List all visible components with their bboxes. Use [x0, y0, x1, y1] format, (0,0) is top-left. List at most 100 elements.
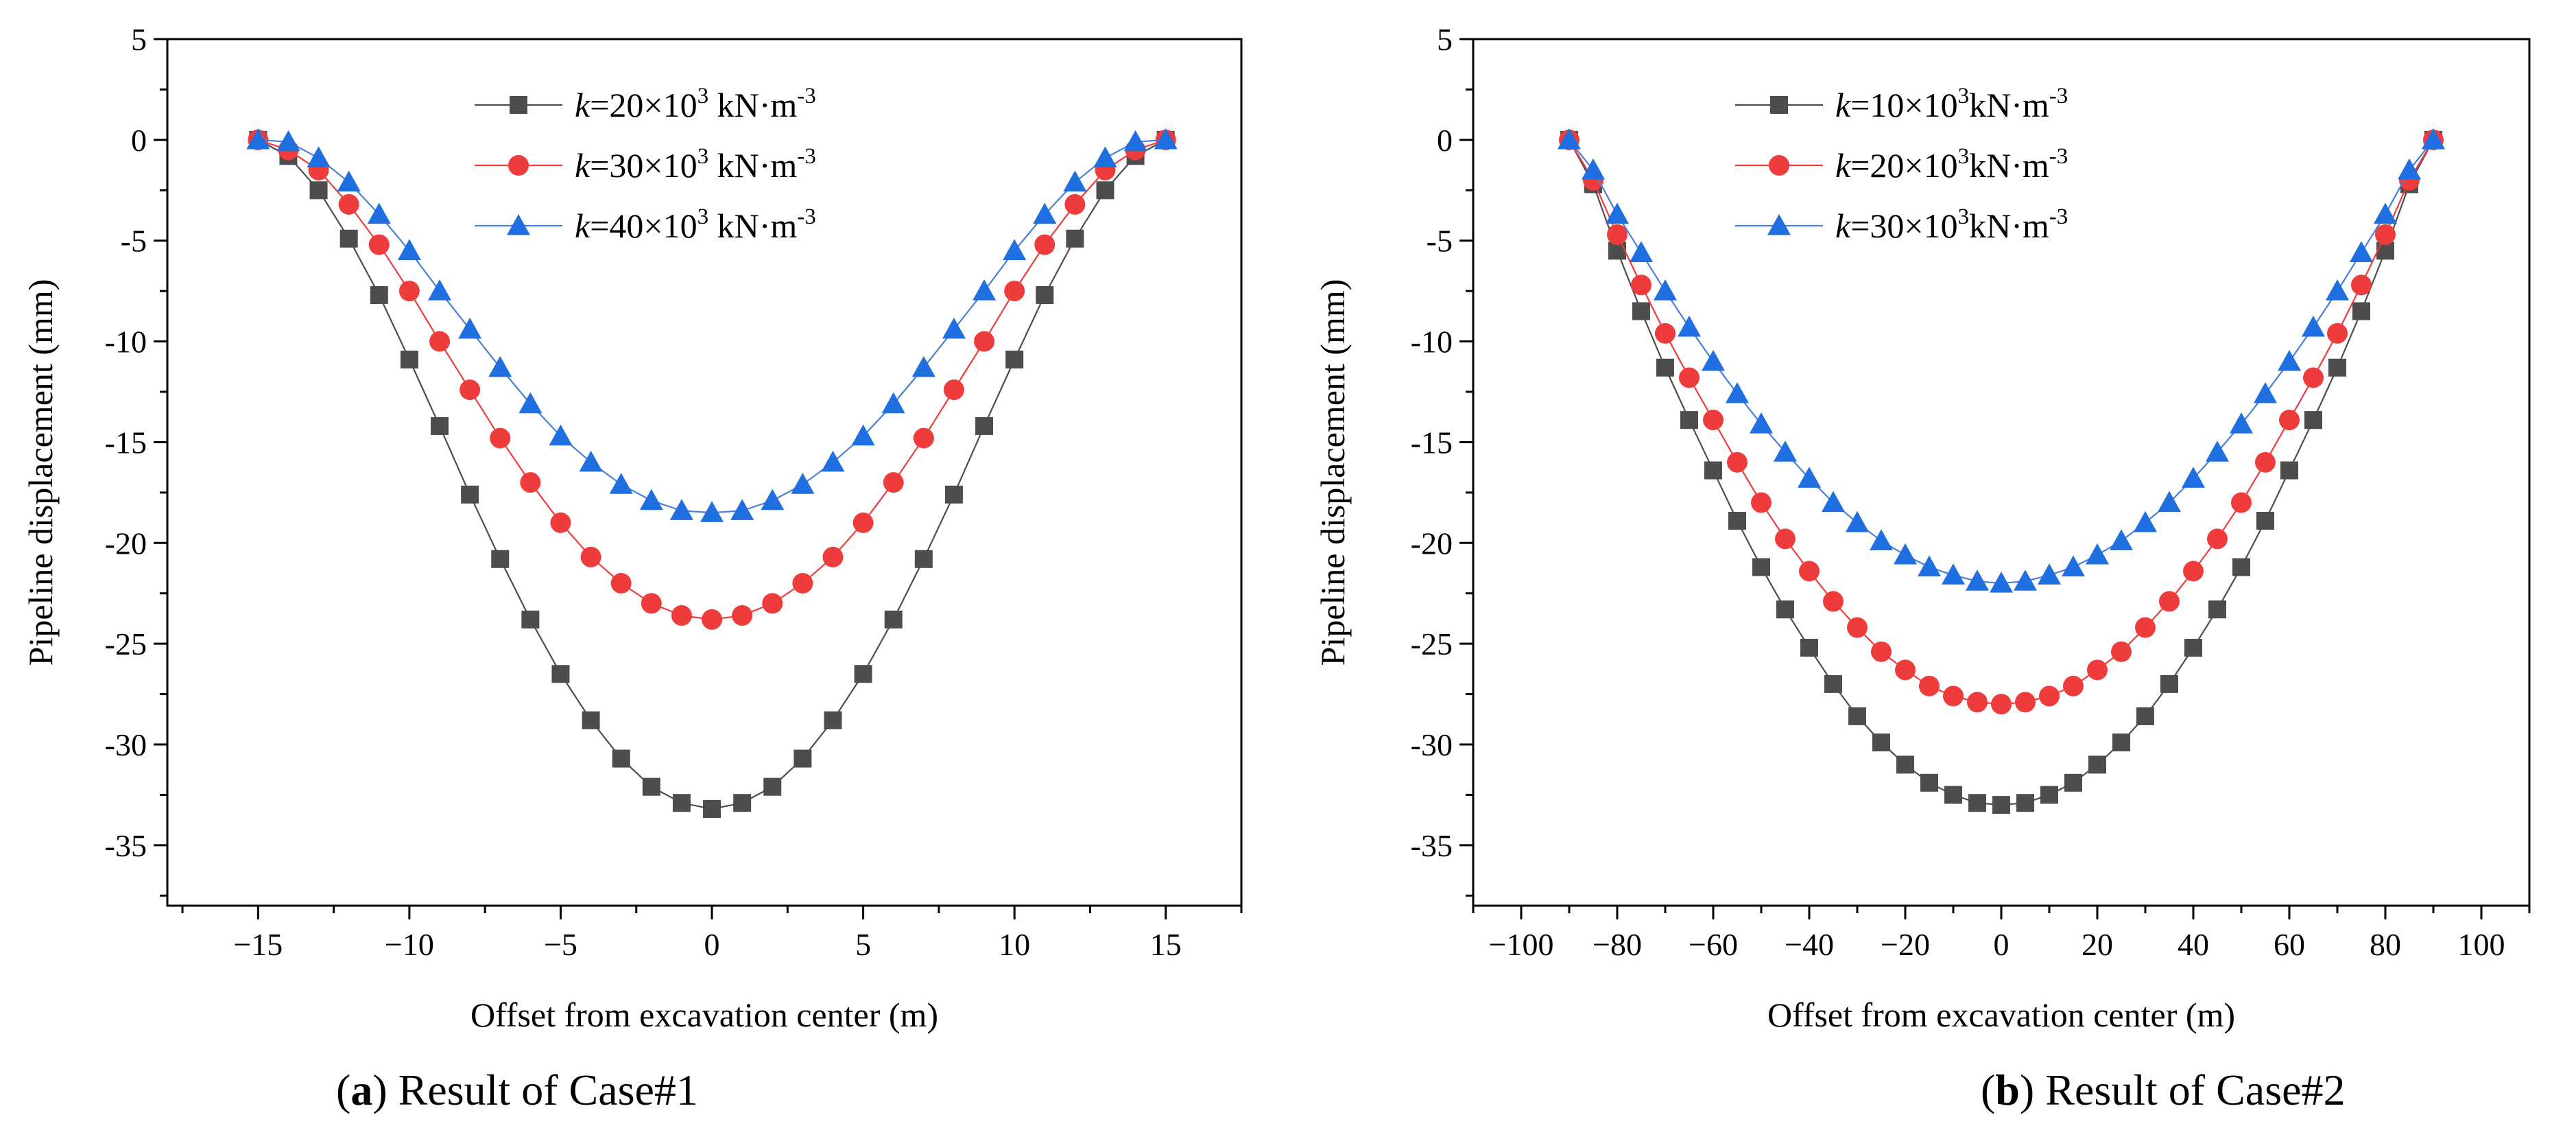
data-point — [2134, 510, 2157, 532]
data-point — [1096, 181, 1114, 200]
data-point — [639, 489, 663, 510]
figure-caption: (b) Result of Case#2 — [1981, 1066, 2346, 1114]
data-point — [2280, 461, 2298, 480]
data-point — [2398, 158, 2421, 180]
data-point — [428, 279, 452, 301]
y-tick-label: -25 — [1411, 626, 1453, 661]
x-tick-label: −100 — [1489, 927, 1554, 962]
data-point — [1750, 412, 1773, 434]
data-point — [2110, 529, 2133, 550]
data-point — [2088, 755, 2106, 774]
caption-paren: ) — [372, 1066, 387, 1114]
series-circle — [1559, 129, 2444, 715]
legend-text-part: 3 — [697, 144, 709, 169]
data-point — [309, 181, 328, 200]
x-tick-label: −60 — [1689, 927, 1738, 962]
data-point — [2230, 412, 2253, 434]
legend-label: k=30×103 kN·m-3 — [575, 144, 816, 185]
data-point — [307, 146, 331, 167]
data-point — [460, 379, 481, 401]
legend-text-part: -3 — [2049, 84, 2068, 108]
y-axis-label: Pipeline displacement (mm) — [21, 279, 60, 666]
data-point — [1093, 146, 1117, 167]
data-point — [2062, 555, 2085, 577]
data-point — [2016, 794, 2034, 812]
legend-marker — [1767, 214, 1791, 235]
data-point — [792, 573, 813, 594]
data-point — [641, 593, 662, 614]
x-tick-label: 80 — [2370, 927, 2401, 962]
data-point — [761, 489, 785, 510]
y-tick-label: 5 — [131, 22, 147, 57]
series-triangle — [1558, 128, 2445, 593]
data-point — [2326, 279, 2349, 301]
data-point — [339, 229, 358, 248]
caption-paren: ( — [1981, 1066, 1995, 1114]
legend-text-part: =20×10 — [590, 86, 697, 124]
data-point — [1630, 241, 1653, 262]
legend-entry: k=30×103 kN·m-3 — [475, 144, 816, 185]
legend-text-part: =30×10 — [1850, 207, 1957, 245]
data-point — [2158, 491, 2181, 513]
data-point — [1990, 572, 2013, 593]
data-point — [733, 794, 752, 812]
data-point — [944, 485, 963, 504]
data-point — [367, 202, 391, 224]
data-point — [1702, 349, 1725, 371]
legend-marker — [1769, 155, 1789, 176]
y-tick-label: -5 — [1427, 224, 1453, 259]
x-tick-label: 0 — [704, 927, 720, 962]
legend-text-part: 3 — [1958, 84, 1970, 108]
data-point — [2160, 674, 2178, 693]
data-point — [458, 317, 482, 339]
data-point — [2302, 316, 2325, 337]
data-point — [975, 416, 994, 435]
y-tick-label: -5 — [121, 224, 147, 259]
data-point — [1678, 316, 1701, 337]
legend-marker — [507, 214, 530, 235]
caption-letter: b — [1995, 1066, 2020, 1114]
x-axis-label: Offset from excavation center (m) — [470, 996, 938, 1034]
y-tick-label: 0 — [1437, 123, 1453, 158]
data-point — [1776, 600, 1794, 619]
data-point — [1654, 279, 1677, 301]
data-point — [672, 794, 691, 812]
data-point — [431, 416, 449, 435]
data-point — [1968, 794, 1986, 812]
legend-text-part: -3 — [2049, 204, 2068, 229]
data-point — [488, 355, 512, 377]
caption-letter: a — [350, 1066, 372, 1114]
data-point — [791, 473, 815, 494]
figure-caption: (a) Result of Case#1 — [336, 1066, 698, 1114]
data-point — [1752, 558, 1770, 576]
y-tick-label: -15 — [105, 425, 147, 460]
data-point — [1655, 322, 1675, 344]
legend-text-part: k — [1835, 146, 1851, 185]
data-point — [1632, 302, 1650, 320]
data-point — [1871, 641, 1892, 662]
data-point — [1728, 511, 1746, 530]
data-point — [1848, 707, 1866, 725]
data-point — [2136, 707, 2154, 725]
data-point — [2183, 561, 2204, 582]
x-tick-label: −10 — [385, 927, 434, 962]
data-point — [974, 331, 995, 352]
y-tick-label: -10 — [1411, 325, 1453, 360]
x-tick-label: 40 — [2178, 927, 2209, 962]
data-point — [1727, 451, 1748, 473]
data-point — [1919, 675, 1940, 696]
data-point — [491, 550, 510, 568]
data-point — [822, 546, 844, 567]
data-point — [730, 499, 754, 520]
data-point — [854, 665, 872, 683]
data-point — [881, 392, 905, 414]
data-point — [794, 749, 812, 768]
data-point — [2375, 224, 2396, 245]
caption-paren: ( — [336, 1066, 350, 1114]
data-point — [763, 777, 782, 796]
data-point — [762, 593, 783, 614]
x-tick-label: 20 — [2082, 927, 2113, 962]
x-tick-label: 60 — [2274, 927, 2305, 962]
data-point — [1034, 234, 1056, 255]
data-point — [1005, 351, 1024, 369]
